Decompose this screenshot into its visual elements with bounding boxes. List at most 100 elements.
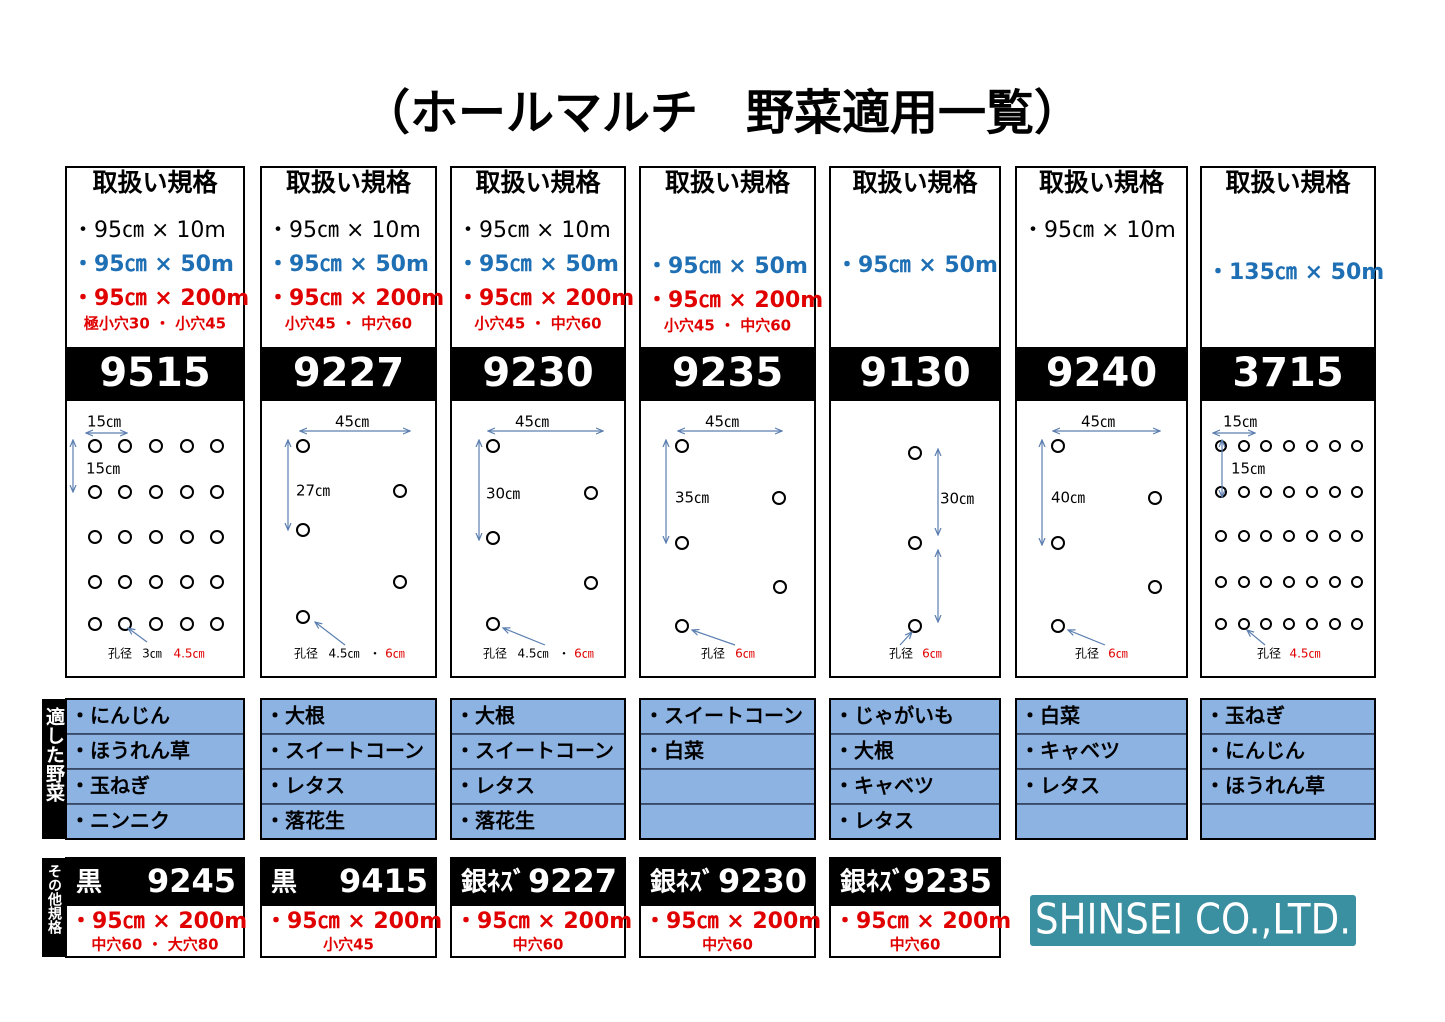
spec-line: ・95㎝ × 200m bbox=[267, 286, 444, 311]
vegetable-frame bbox=[1015, 698, 1188, 840]
hole bbox=[1238, 530, 1250, 542]
hole bbox=[1329, 440, 1341, 452]
hole-size-label: ・ bbox=[369, 647, 381, 661]
spec-line: ・95㎝ × 50m bbox=[457, 252, 619, 277]
hole bbox=[908, 619, 922, 633]
dimension-label: 15㎝ bbox=[87, 413, 121, 431]
other-spec: ・95㎝ × 200m bbox=[455, 909, 632, 934]
hole bbox=[210, 575, 224, 589]
hole bbox=[584, 576, 598, 590]
vegetable-name: ・レタス bbox=[834, 809, 914, 833]
hole bbox=[1260, 486, 1272, 498]
hole bbox=[88, 439, 102, 453]
dimension-label: 35㎝ bbox=[675, 489, 709, 507]
hole bbox=[675, 439, 689, 453]
hole-size-label: 6㎝ bbox=[922, 647, 942, 661]
hole-note: 極小穴30 ・ 小穴45 bbox=[83, 315, 226, 333]
vegetable-name: ・白菜 bbox=[1020, 704, 1080, 728]
vegetable-name: ・玉ねぎ bbox=[1205, 704, 1285, 728]
pointer-arrow bbox=[692, 630, 736, 646]
page-title: （ホールマルチ 野菜適用一覧） bbox=[362, 85, 1082, 141]
hole bbox=[486, 617, 500, 631]
other-code: 9235 bbox=[903, 862, 992, 900]
other-code: 9245 bbox=[147, 862, 236, 900]
hole bbox=[1306, 440, 1318, 452]
vegetable-cell bbox=[260, 698, 437, 735]
hole bbox=[118, 485, 132, 499]
vegetable-frame bbox=[65, 698, 245, 840]
side-label-bg bbox=[42, 858, 66, 957]
other-note: 中穴60 ・ 大穴80 bbox=[91, 936, 218, 954]
other-name: 銀ﾈｽﾞ bbox=[650, 867, 715, 898]
hole bbox=[393, 484, 407, 498]
vegetable-cell bbox=[1200, 803, 1376, 840]
other-spec: ・95㎝ × 200m bbox=[834, 909, 1011, 934]
vegetable-name: ・スイートコーン bbox=[644, 704, 803, 728]
dimension-label: 15㎝ bbox=[1231, 460, 1265, 478]
vegetable-name: ・大根 bbox=[455, 704, 515, 728]
hole-note: 小穴45 ・ 中穴60 bbox=[285, 315, 412, 333]
hole-size-label: 孔径 bbox=[889, 647, 913, 661]
hole bbox=[393, 575, 407, 589]
hole bbox=[1351, 618, 1363, 630]
spec-header: 取扱い規格 bbox=[286, 168, 412, 197]
hole bbox=[1329, 618, 1341, 630]
vegetable-name: ・大根 bbox=[834, 739, 894, 763]
hole bbox=[1238, 576, 1250, 588]
spec-line: ・95㎝ × 10m bbox=[72, 218, 226, 243]
spec-header: 取扱い規格 bbox=[852, 168, 978, 197]
spec-header: 取扱い規格 bbox=[665, 168, 791, 197]
side-label: その他規格 bbox=[46, 864, 63, 935]
dimension-label: 15㎝ bbox=[1223, 413, 1257, 431]
hole-size-label: 6㎝ bbox=[385, 647, 405, 661]
other-code: 9227 bbox=[528, 862, 617, 900]
code-bar bbox=[66, 347, 244, 401]
other-spec: ・95㎝ × 200m bbox=[265, 909, 442, 934]
hole-size-label: 孔径 bbox=[294, 647, 318, 661]
product-card bbox=[639, 166, 816, 678]
hole bbox=[149, 485, 163, 499]
hole-size-label: 4.5㎝ bbox=[517, 647, 548, 661]
hole bbox=[149, 439, 163, 453]
other-note: 小穴45 bbox=[323, 936, 374, 954]
vegetable-name: ・レタス bbox=[455, 774, 535, 798]
vegetable-name: ・大根 bbox=[265, 704, 325, 728]
dimension-label: 45㎝ bbox=[515, 413, 549, 431]
hole bbox=[88, 617, 102, 631]
vegetable-frame bbox=[1200, 698, 1376, 840]
vegetable-cell bbox=[65, 698, 245, 735]
hole-size-label: 6㎝ bbox=[735, 647, 755, 661]
other-note: 中穴60 bbox=[513, 936, 564, 954]
product-card bbox=[1200, 166, 1376, 678]
logo-text: SHINSEI CO.,LTD. bbox=[1035, 895, 1351, 944]
hole-size-label: 3㎝ bbox=[142, 647, 162, 661]
vegetable-name: ・キャベツ bbox=[1020, 739, 1120, 763]
other-note: 中穴60 bbox=[890, 936, 941, 954]
hole bbox=[1148, 580, 1162, 594]
hole bbox=[486, 439, 500, 453]
pointer-arrow bbox=[899, 632, 912, 646]
vegetable-frame bbox=[260, 698, 437, 840]
hole bbox=[1283, 576, 1295, 588]
vegetable-name: ・白菜 bbox=[644, 739, 704, 763]
product-card bbox=[829, 166, 1001, 678]
code-bar bbox=[261, 347, 436, 401]
hole bbox=[773, 580, 787, 594]
dimension-label: 45㎝ bbox=[1081, 413, 1115, 431]
hole-size-label: 孔径 bbox=[108, 647, 132, 661]
spec-line: ・95㎝ × 200m bbox=[457, 286, 634, 311]
vegetable-name: ・にんじん bbox=[1205, 739, 1305, 763]
vegetable-name: ・ほうれん草 bbox=[1205, 774, 1325, 798]
hole bbox=[1215, 618, 1227, 630]
product-card bbox=[65, 166, 245, 678]
hole bbox=[1238, 486, 1250, 498]
hole-size-label: 孔径 bbox=[1257, 647, 1281, 661]
hole bbox=[180, 530, 194, 544]
vegetable-name: ・ニンニク bbox=[70, 809, 170, 833]
hole bbox=[210, 485, 224, 499]
hole-size-label: 4.5㎝ bbox=[328, 647, 359, 661]
spec-line: ・95㎝ × 50m bbox=[72, 252, 234, 277]
hole bbox=[1215, 530, 1227, 542]
spec-line: ・95㎝ × 50m bbox=[267, 252, 429, 277]
hole bbox=[210, 439, 224, 453]
